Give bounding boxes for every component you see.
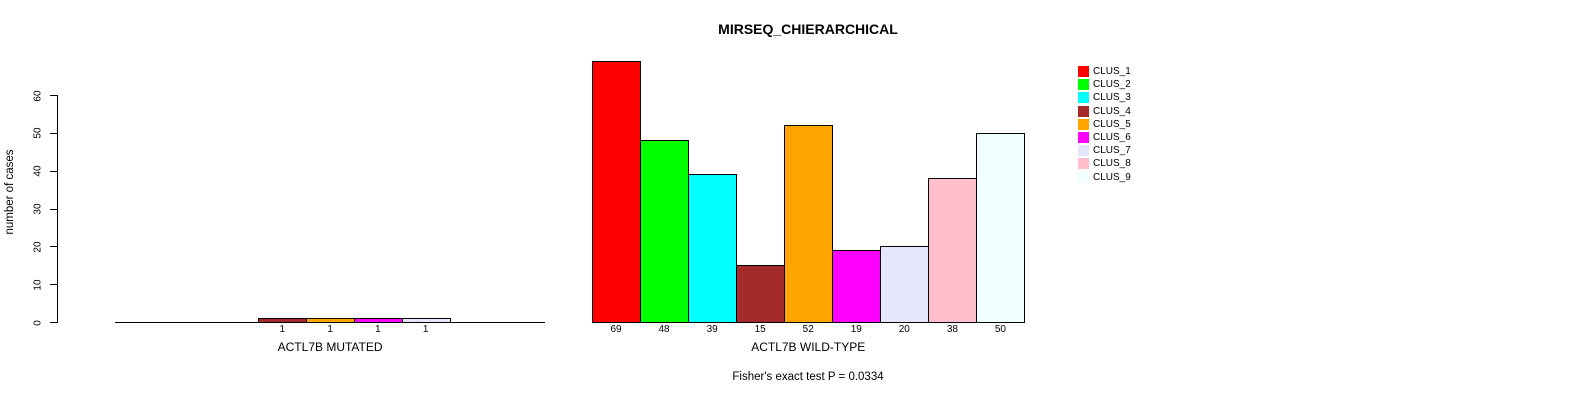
bar bbox=[592, 60, 642, 323]
bar bbox=[306, 318, 355, 323]
bar-value-label: 15 bbox=[754, 324, 766, 335]
y-tick bbox=[50, 95, 58, 96]
legend-label: CLUS_8 bbox=[1093, 158, 1131, 170]
bar-value-label: 69 bbox=[610, 324, 622, 335]
bar bbox=[258, 318, 308, 323]
y-tick-label: 30 bbox=[32, 203, 44, 215]
bar bbox=[354, 318, 403, 323]
bar-value-label: 20 bbox=[898, 324, 910, 335]
bar-value-label: 52 bbox=[802, 324, 814, 335]
legend-label: CLUS_3 bbox=[1093, 92, 1131, 104]
y-tick bbox=[50, 208, 58, 210]
bar bbox=[880, 246, 930, 323]
bar bbox=[640, 140, 690, 323]
legend-label: CLUS_1 bbox=[1093, 66, 1131, 77]
legend-label: CLUS_5 bbox=[1093, 118, 1131, 130]
legend-swatch bbox=[1078, 105, 1089, 117]
y-tick-label: 40 bbox=[32, 165, 44, 177]
y-tick-label: 50 bbox=[32, 127, 44, 139]
bar bbox=[928, 178, 978, 323]
bar bbox=[976, 132, 1026, 323]
group-label: ACTL7B MUTATED bbox=[277, 340, 383, 354]
bar-value-label: 1 bbox=[327, 324, 333, 335]
bar bbox=[401, 318, 451, 323]
y-tick bbox=[50, 132, 58, 134]
bar-value-label: 19 bbox=[850, 324, 862, 335]
bar-value-label: 1 bbox=[375, 324, 381, 335]
legend-label: CLUS_4 bbox=[1093, 105, 1131, 117]
bar-value-label: 1 bbox=[422, 324, 429, 335]
bar bbox=[832, 250, 882, 323]
legend-swatch bbox=[1078, 118, 1089, 130]
bar bbox=[688, 174, 738, 323]
legend-label: CLUS_7 bbox=[1093, 145, 1131, 157]
legend-swatch bbox=[1078, 132, 1089, 143]
y-tick-label: 20 bbox=[32, 241, 44, 253]
bar-value-label: 38 bbox=[946, 324, 958, 335]
chart-title: MIRSEQ_CHIERARCHICAL bbox=[718, 21, 898, 37]
bar bbox=[736, 265, 786, 323]
bar-value-label: 50 bbox=[994, 324, 1006, 335]
legend-swatch bbox=[1078, 145, 1089, 157]
bar-value-label: 48 bbox=[658, 324, 670, 335]
bar-value-label: 39 bbox=[706, 324, 718, 335]
legend-label: CLUS_2 bbox=[1093, 79, 1131, 91]
legend-label: CLUS_9 bbox=[1093, 171, 1131, 183]
legend-swatch bbox=[1078, 66, 1089, 77]
y-tick bbox=[50, 246, 58, 248]
legend-swatch bbox=[1078, 79, 1089, 91]
group-label: ACTL7B WILD-TYPE bbox=[751, 340, 866, 354]
legend-swatch bbox=[1078, 171, 1089, 183]
y-axis-label: number of cases bbox=[4, 149, 16, 235]
y-tick bbox=[50, 170, 58, 172]
bar-value-label: 1 bbox=[279, 324, 286, 335]
y-tick bbox=[50, 284, 58, 286]
fisher-test-annotation: Fisher's exact test P = 0.0334 bbox=[732, 371, 884, 383]
y-tick bbox=[50, 322, 58, 323]
y-tick-label: 60 bbox=[32, 89, 44, 102]
y-tick-label: 0 bbox=[32, 319, 44, 326]
y-tick-label: 10 bbox=[32, 279, 44, 291]
legend-swatch bbox=[1078, 92, 1089, 104]
legend-label: CLUS_6 bbox=[1093, 132, 1131, 143]
legend-swatch bbox=[1078, 158, 1089, 170]
bar bbox=[784, 125, 834, 323]
